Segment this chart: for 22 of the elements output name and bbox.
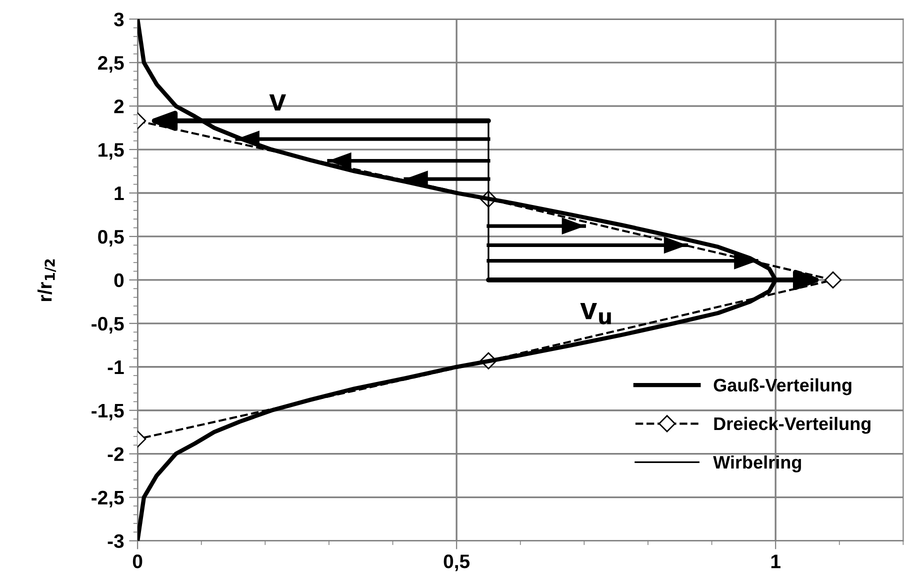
y-tick-label: -1,5	[92, 404, 124, 420]
x-tick-label: 0	[132, 554, 142, 568]
legend-label: Wirbelring	[713, 455, 801, 472]
annotation: v$_{u}$	[580, 302, 611, 324]
x-tick-label: 0,5	[444, 554, 470, 572]
y-tick-label: 3	[114, 12, 124, 26]
x-tick-label: 1	[771, 554, 780, 568]
y-tick-label: 2	[114, 100, 124, 114]
y-tick-label: -2,5	[92, 490, 124, 508]
y-tick-label: -2	[108, 447, 124, 461]
legend-label: Dreieck-Verteilung	[714, 416, 870, 434]
y-tick-label: -0,5	[92, 316, 124, 334]
y-tick-label: 2,5	[98, 56, 124, 73]
y-tick-label: 1	[114, 186, 124, 200]
y-tick-label: -1	[108, 360, 124, 374]
y-tick-label: 0	[114, 273, 124, 288]
y-tick-label: 1,5	[98, 143, 124, 160]
y-axis-title: r/r$_{1/2}$	[37, 259, 56, 302]
y-tick-label: 0,5	[98, 230, 124, 247]
annotation: v	[269, 94, 286, 110]
y-tick-label: -3	[108, 534, 124, 548]
legend-label: Gauß-Verteilung	[714, 378, 852, 396]
